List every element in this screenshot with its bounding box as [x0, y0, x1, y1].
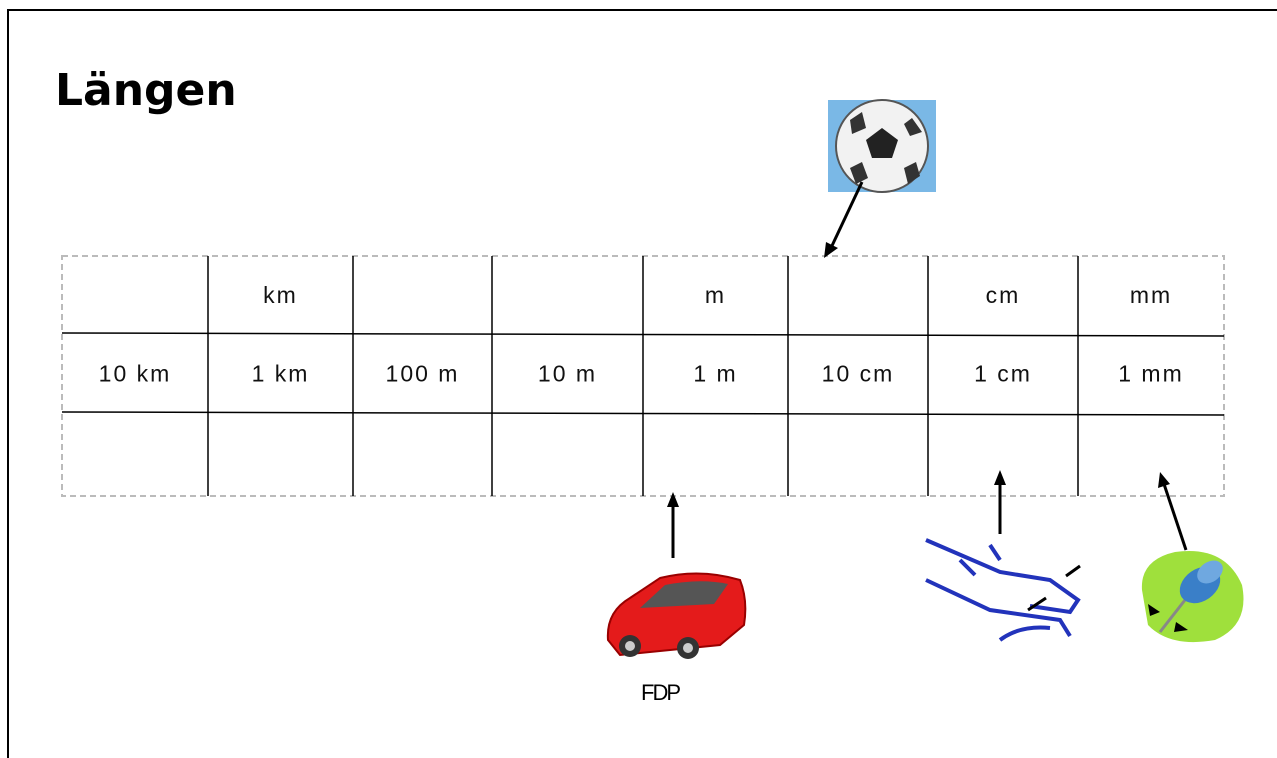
table-cell: m — [705, 282, 726, 308]
table-cell: 1 cm — [974, 361, 1032, 387]
table-cells: km m cm mm 10 km 1 km 100 m 10 m 1 m 10 cm 1 cm 1 m… — [99, 282, 1184, 387]
arrow — [1162, 483, 1188, 551]
table-cell: 1 mm — [1118, 361, 1184, 387]
arrowhead — [1158, 472, 1170, 488]
table-cell: 10 km — [99, 361, 172, 387]
table-cell: 1 m — [693, 361, 737, 387]
table-cell: 10 cm — [822, 361, 895, 387]
table-cell: mm — [1130, 282, 1172, 308]
arrow — [1065, 564, 1081, 578]
title: Längen — [55, 65, 237, 116]
car-caption: FDP — [641, 680, 680, 705]
arrowhead — [667, 492, 679, 507]
table-grid — [61, 255, 1225, 497]
car-icon — [606, 572, 747, 659]
arrowhead — [824, 242, 838, 258]
arrow — [1027, 596, 1047, 612]
table-cell: km — [263, 282, 298, 308]
table-cell: 100 m — [386, 361, 460, 387]
arrowhead — [994, 470, 1006, 485]
table-cell: cm — [986, 282, 1021, 308]
pin-icon — [1141, 550, 1244, 643]
frame — [7, 9, 1277, 758]
arrow — [828, 181, 864, 251]
hand-icon — [925, 538, 1081, 642]
ball-icon — [828, 99, 936, 193]
table-cell: 10 m — [538, 361, 597, 387]
table-cell: 1 km — [252, 361, 310, 387]
